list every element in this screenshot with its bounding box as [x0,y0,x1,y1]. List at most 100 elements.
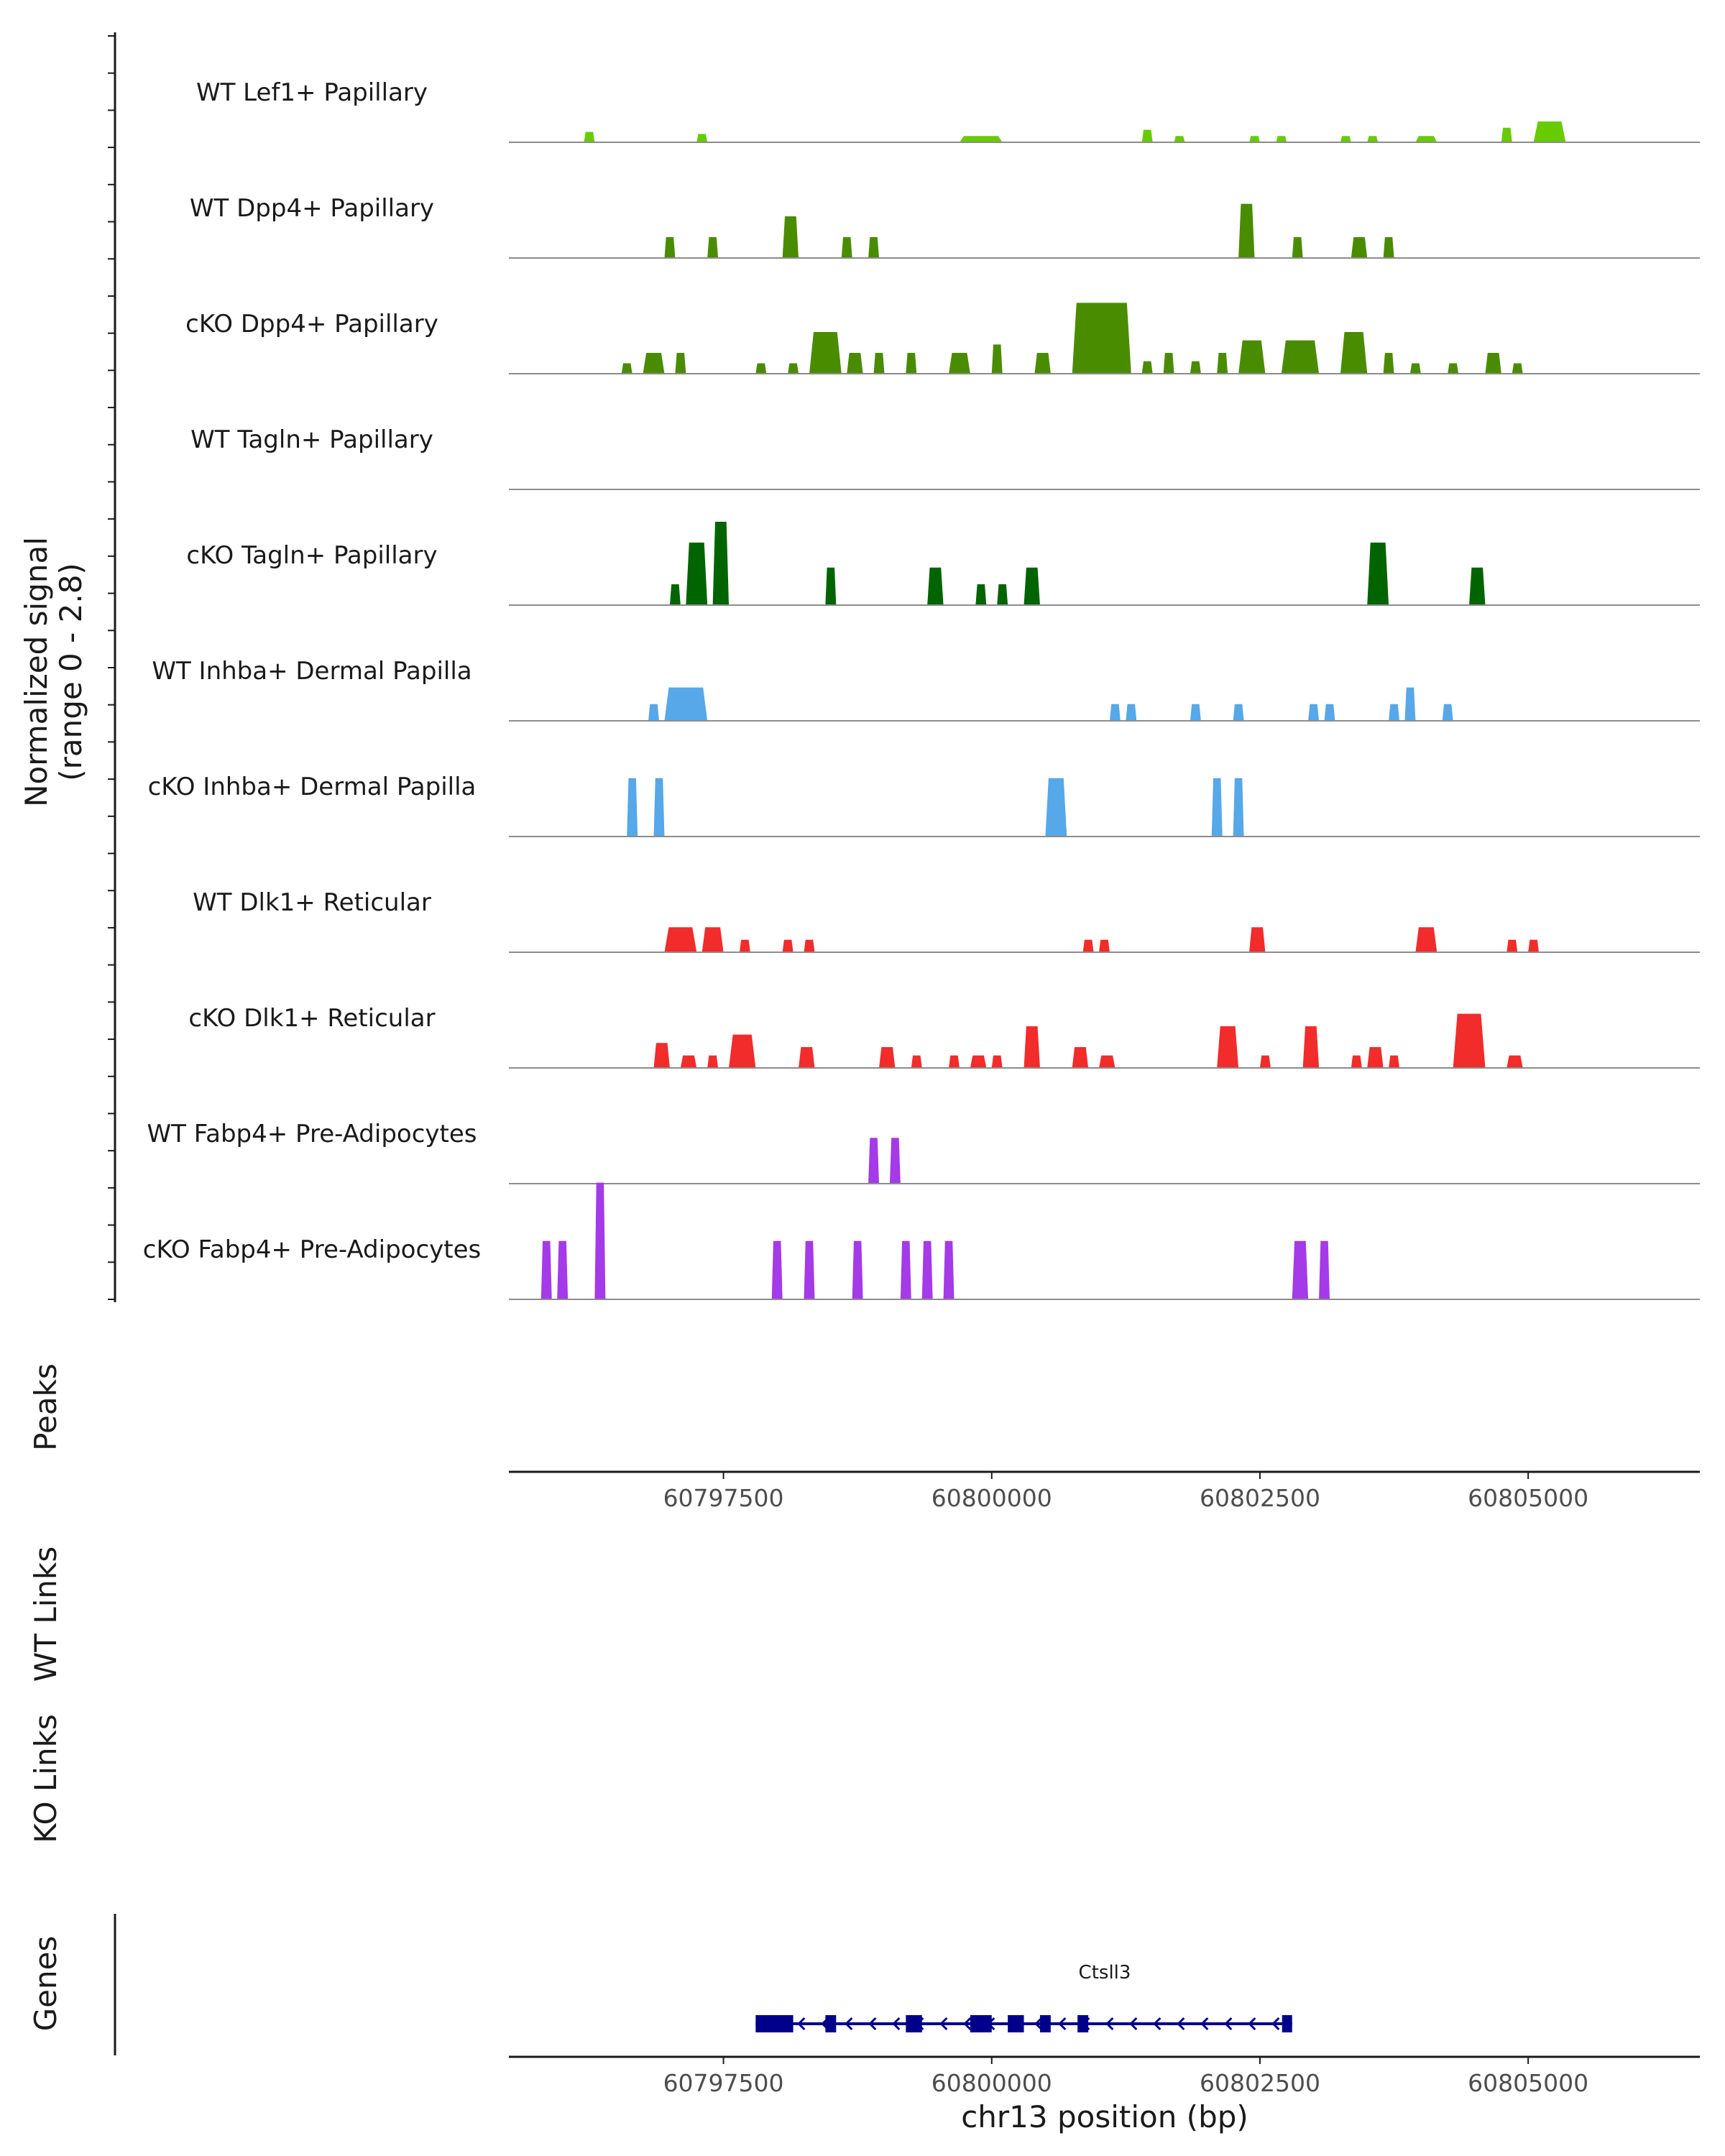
coverage-peak [1281,340,1320,374]
strand-arrow [963,2017,972,2031]
coverage-peak [804,1240,815,1299]
coverage-peak [1099,939,1110,952]
x-axis-bottom-tick-label: 60797500 [663,2069,784,2097]
strand-arrow [1271,2017,1280,2031]
coverage-peak [1319,1240,1330,1299]
strand-arrow [1248,2017,1256,2031]
coverage-peak [1233,778,1244,837]
coverage-peak [1238,340,1266,374]
coverage-peak [1276,136,1287,142]
signal-axis [108,32,116,1302]
x-axis-top-tick-label: 60800000 [932,1484,1052,1512]
gene-exon [755,2015,794,2032]
coverage-peak [1082,939,1094,952]
coverage-peak [1506,1055,1523,1068]
coverage-peak [1190,704,1201,721]
coverage-peak [1485,353,1501,374]
coverage-peak [584,132,595,142]
track-label: WT Fabp4+ Pre-Adipocytes [147,1120,477,1148]
coverage-peak [1024,567,1040,605]
coverage-peak [664,237,676,258]
coverage-peak [804,939,815,952]
coverage-peak [664,687,708,721]
strand-arrow [845,2017,853,2031]
x-axis-top-tick-label: 60805000 [1468,1484,1588,1512]
strand-arrow [1058,2017,1067,2031]
x-axis-top: 60797500 60800000 60802500 60805000 [663,1472,1588,1512]
strand-arrow [892,2017,901,2031]
track-label: WT Lef1+ Papillary [196,78,428,107]
coverage-peak [1389,1055,1400,1068]
coverage-peak [1126,704,1137,721]
coverage-peak [664,927,697,952]
gene-track [755,2015,1292,2032]
coverage-peak [911,1055,922,1068]
coverage-peak [809,332,842,374]
y-axis-title-line2: (range 0 - 2.8) [53,563,88,781]
coverage-peak [1533,121,1566,142]
coverage-peak [1217,353,1228,374]
coverage-peak [1302,1026,1320,1068]
coverage-peak [1141,129,1153,142]
strand-arrow [1177,2017,1185,2031]
track-label: cKO Tagln+ Papillary [186,541,437,570]
coverage-peak [868,1138,880,1184]
coverage-peak [1190,361,1201,374]
coverage-peak [1174,136,1185,142]
coverage-peak [557,1240,569,1299]
coverage-peak [1340,332,1368,374]
coverage-peak [1469,567,1486,605]
coverage-peak [540,1240,552,1299]
x-axis-bottom-tick-label: 60800000 [932,2069,1052,2097]
coverage-peak [653,778,665,837]
coverage-peak [1045,778,1067,837]
coverage-peak [847,353,863,374]
coverage-peak [648,704,659,721]
track-label: WT Tagln+ Papillary [190,425,433,454]
coverage-peak [696,134,708,142]
coverage-peak [852,1240,863,1299]
coverage-peak [1351,1055,1362,1068]
coverage-peak [675,353,686,374]
coverage-peak [921,1240,933,1299]
y-axis-title-line1: Normalized signal [19,537,54,807]
gene-exon [1039,2015,1051,2032]
coverage-peak [680,1055,697,1068]
coverage-panel: WT Lef1+ Papillary WT Dpp4+ Papillary cKO … [143,78,1700,1300]
coverage-peak [1448,363,1459,374]
coverage-peak [771,1240,783,1299]
coverage-peak [707,1055,719,1068]
coverage-peak [1238,203,1255,258]
coverage-peak [702,927,724,952]
coverage-peak [1217,1026,1239,1068]
coverage-peak [1024,1026,1040,1068]
coverage-peak [1383,353,1394,374]
track-label: cKO Inhba+ Dermal Papilla [148,773,477,801]
coverage-peak [669,584,681,605]
strand-arrow [868,2017,877,2031]
track-label: WT Inhba+ Dermal Papilla [152,657,472,686]
gene-exon [906,2015,922,2032]
strand-arrow [1224,2017,1233,2031]
coverage-peak [1453,1013,1486,1068]
coverage-peak [1211,778,1223,837]
coverage-peak [991,1055,1003,1068]
track-label: WT Dpp4+ Papillary [190,194,434,223]
x-axis-top-tick-label: 60797500 [663,1484,784,1512]
peaks-panel-label: Peaks [28,1363,63,1451]
coverage-peak [959,136,1003,142]
coverage-peak [1415,927,1438,952]
coverage-peak [643,353,665,374]
coverage-peak [1163,353,1174,374]
strand-arrow [1105,2017,1114,2031]
coverage-peak [1233,704,1244,721]
coverage-peak [1506,939,1518,952]
coverage-peak [1528,939,1540,952]
coverage-peak [927,567,944,605]
coverage-peak [975,584,987,605]
coverage-peak [879,1047,896,1068]
coverage-peak [1512,363,1523,374]
coverage-peak [1034,353,1051,374]
coverage-peak [707,237,719,258]
